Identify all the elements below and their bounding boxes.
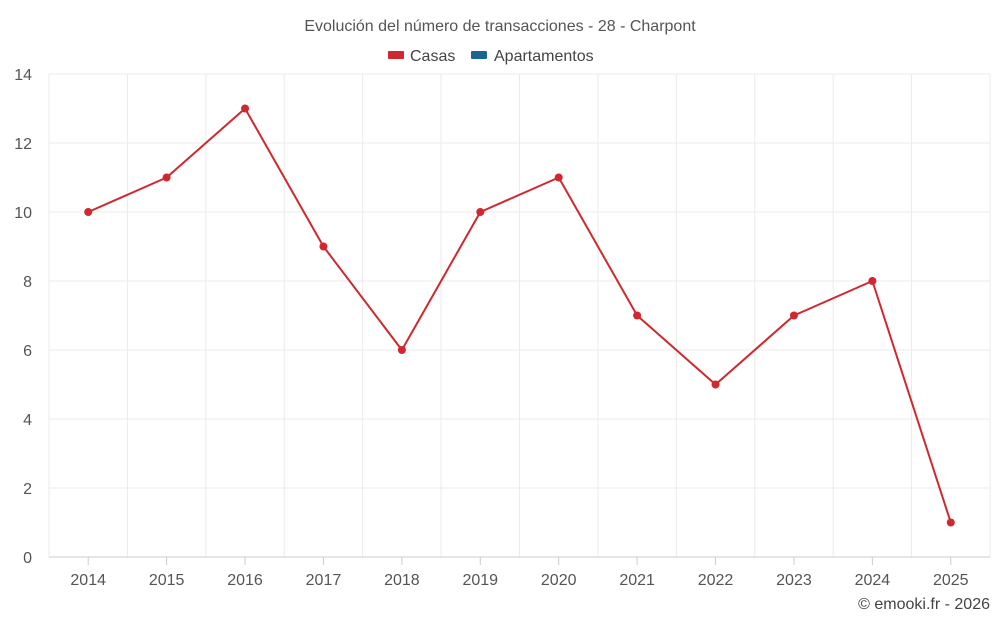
x-tick-label: 2014 [70,572,106,589]
x-tick-label: 2023 [776,572,812,589]
x-tick-label: 2018 [384,572,420,589]
data-point-2017[interactable] [319,242,328,251]
data-point-2021[interactable] [633,311,642,320]
series-casas [84,104,955,527]
x-tick-label: 2020 [541,572,577,589]
credit-text: © emooki.fr - 2026 [858,596,990,613]
y-tick-label: 4 [23,412,32,429]
x-tick-label: 2024 [855,572,891,589]
data-point-2022[interactable] [711,380,720,389]
x-axis: 2014 2015 2016 2017 2018 2019 2020 2021 2022 2023… [49,556,990,589]
data-point-2015[interactable] [162,173,171,182]
data-point-2020[interactable] [554,173,563,182]
legend-label-apartamentos: Apartamentos [494,48,594,65]
legend-item-apartamentos[interactable]: Apartamentos [471,48,594,65]
x-tick-label: 2015 [149,572,185,589]
y-tick-label: 10 [14,205,32,222]
data-point-2016[interactable] [241,104,250,113]
x-tick-label: 2017 [306,572,342,589]
x-tick-label: 2021 [619,572,655,589]
legend-item-casas[interactable]: Casas [388,48,455,65]
data-point-2019[interactable] [476,208,485,216]
legend[interactable]: Casas Apartamentos [388,48,594,65]
legend-label-casas: Casas [410,48,455,65]
data-point-2023[interactable] [789,311,798,320]
gridlines [48,73,991,557]
data-point-2024[interactable] [868,277,877,285]
x-tick-label: 2025 [933,572,969,589]
y-tick-label: 12 [14,136,32,153]
data-point-2018[interactable] [397,346,406,354]
y-tick-label: 6 [23,343,32,360]
y-tick-label: 14 [14,67,32,84]
x-tick-label: 2016 [227,572,263,589]
series-line-casas [87,107,952,523]
y-tick-label: 0 [23,550,32,567]
y-tick-label: 8 [23,274,32,291]
chart-title: Evolución del número de transacciones - … [304,18,696,35]
data-point-2014[interactable] [84,208,93,216]
legend-swatch-casas [388,51,404,59]
x-tick-label: 2022 [698,572,734,589]
y-tick-label: 2 [23,481,32,498]
y-axis: 0 2 4 6 8 10 12 14 [14,67,32,567]
data-point-2025[interactable] [946,518,955,527]
x-tick-label: 2019 [462,572,498,589]
legend-swatch-apartamentos [471,51,487,59]
